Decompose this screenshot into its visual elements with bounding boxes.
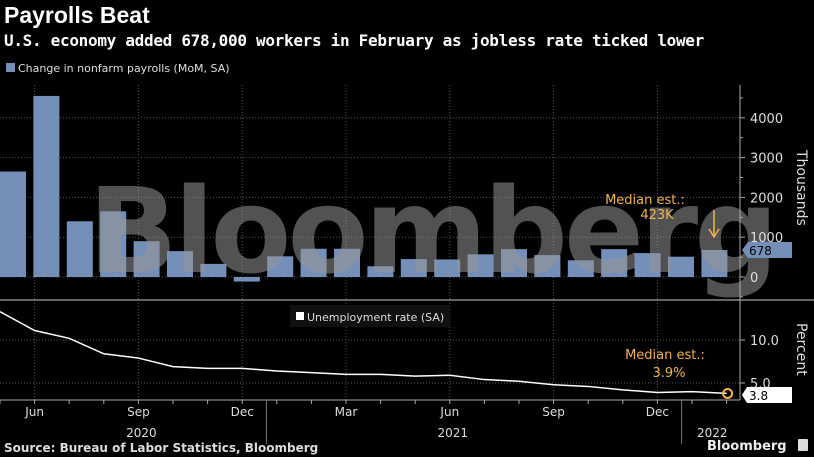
last-unemployment-value-box [742,387,792,403]
payroll-bar [133,241,160,277]
last-payroll-value: 678 [749,244,772,258]
line-y-tick-label: 10.0 [750,334,779,349]
x-month-label: Dec [231,405,254,419]
payroll-estimate-label: Median est.: [605,193,685,208]
x-year-label: 2020 [126,426,157,440]
bar-legend-label: Change in nonfarm payrolls (MoM, SA) [18,62,230,75]
x-month-label: Jun [439,405,459,419]
payroll-bar [634,253,661,277]
payroll-bar [534,255,561,277]
bloomberg-logo: Bloomberg [707,439,787,454]
x-month-label: Mar [335,405,358,419]
unemployment-estimate-label: Median est.: [625,348,705,363]
payroll-bar [601,249,628,277]
payroll-bar [467,254,494,277]
x-year-label: 2021 [438,426,469,440]
line-y-axis-title: Percent [793,323,809,376]
last-payroll-value-box [742,242,792,258]
source-note: Source: Bureau of Labor Statistics, Bloo… [4,441,318,455]
payroll-bar [701,250,728,277]
bar-y-axis-title: Thousands [793,149,809,226]
payroll-bar [300,248,327,277]
estimate-marker [722,387,734,399]
bar-legend-swatch [6,63,15,72]
payroll-bar [367,266,394,277]
payroll-estimate-value: 423K [640,208,674,223]
x-month-label: Jun [24,405,44,419]
unemployment-estimate-value: 3.9% [652,366,685,381]
payroll-bar [567,260,594,277]
bar-y-tick-label: 2000 [750,191,783,206]
payroll-bar [400,259,427,277]
payroll-bar [167,251,193,277]
bloomberg-terminal-icon [798,439,808,451]
payroll-bar [200,263,227,277]
last-unemployment-value: 3.8 [749,389,768,403]
line-legend-background [290,305,450,327]
payroll-bar [434,259,461,277]
bar-y-tick-label: 0 [750,271,758,286]
x-year-label: 2022 [697,426,728,440]
payroll-bar [334,248,360,277]
bloomberg-watermark: Bloomberg [88,162,775,300]
payroll-bar [100,211,127,277]
x-month-label: Sep [127,405,150,419]
chart-title: Payrolls Beat [4,2,150,28]
x-month-label: Dec [646,405,669,419]
payroll-bar [267,256,294,277]
payroll-bar [668,256,694,277]
line-legend-label: Unemployment rate (SA) [307,311,444,324]
unemployment-line [0,310,727,395]
estimate-arrow-icon [708,228,720,239]
payroll-bar [233,277,260,282]
payroll-bar [0,171,26,277]
x-month-label: Sep [542,405,565,419]
chart-subtitle: U.S. economy added 678,000 workers in Fe… [4,31,704,50]
bar-y-tick-label: 4000 [750,112,783,127]
payroll-bar [33,95,60,277]
bar-y-tick-label: 3000 [750,152,783,167]
payroll-bar [66,221,93,277]
line-legend-swatch [296,312,304,320]
payroll-bar [501,249,527,277]
